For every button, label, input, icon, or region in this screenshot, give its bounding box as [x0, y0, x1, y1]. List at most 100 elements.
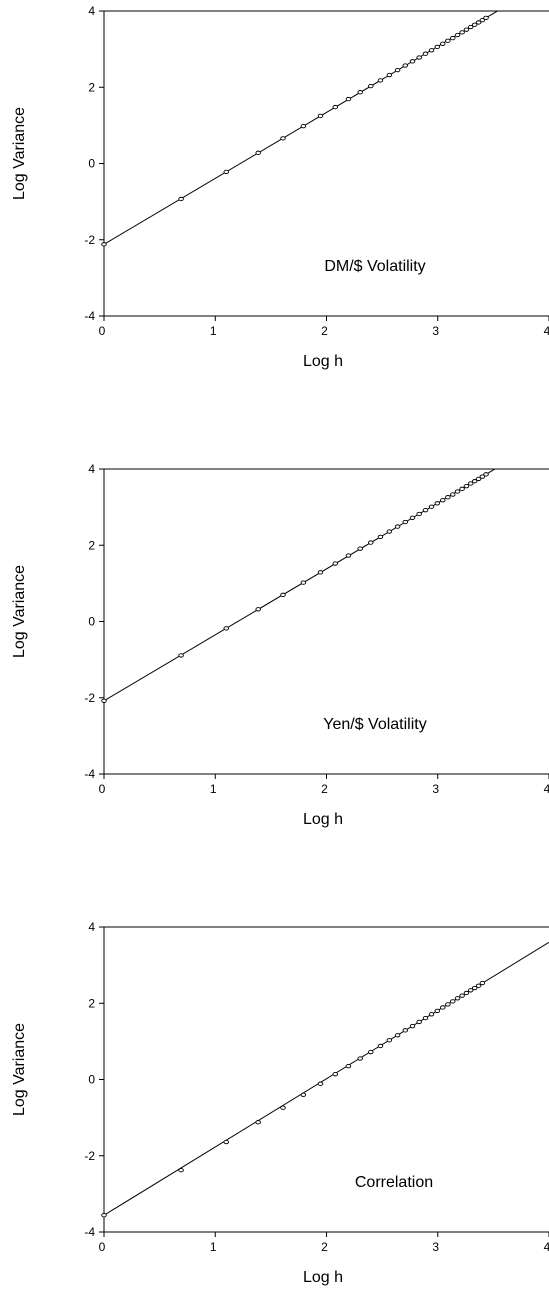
data-point [450, 999, 456, 1004]
data-point [475, 983, 482, 988]
y-tick-label: 2 [88, 996, 95, 1010]
chart-annotation: DM/$ Volatility [324, 258, 425, 275]
data-point [402, 1028, 409, 1033]
y-tick-label: -2 [84, 1149, 95, 1163]
x-tick-label: 3 [432, 782, 439, 796]
chart-annotation: Yen/$ Volatility [323, 716, 426, 733]
data-point [178, 196, 184, 202]
data-point [416, 55, 422, 60]
x-tick-label: 2 [321, 324, 328, 338]
data-point [422, 1015, 429, 1021]
chart-panel-1: 4 2 0 -2 -4 0 1 2 3 4 DM/$ Volatility Log h Log Vari… [11, 4, 549, 370]
y-tick-label: 0 [88, 1073, 95, 1087]
data-point [409, 59, 416, 64]
y-tick-label: 4 [88, 462, 95, 476]
chart-panel-2: 4 2 0 -2 -4 0 1 2 3 4 Yen/$ Volatility Log h Log Var… [11, 462, 549, 828]
data-point [440, 41, 446, 46]
data-point [459, 993, 465, 998]
data-point [255, 607, 261, 612]
y-tick-label: -4 [84, 309, 95, 323]
data-point [300, 1092, 307, 1097]
data-point [467, 481, 474, 486]
x-tick-label: 0 [99, 324, 106, 338]
data-point [394, 67, 401, 73]
data-point [178, 1168, 184, 1173]
data-point [317, 570, 324, 575]
data-point [223, 169, 230, 175]
data-point [300, 123, 307, 129]
data-point [101, 1213, 107, 1218]
y-tick-label: -2 [84, 691, 95, 705]
y-axis-label: Log Variance [11, 1023, 28, 1116]
data-point [483, 472, 489, 477]
y-tick-label: 2 [88, 538, 95, 552]
y-tick-label: 0 [88, 157, 95, 171]
data-point [428, 504, 435, 509]
data-point [394, 1033, 401, 1038]
data-point [332, 104, 339, 110]
data-point [280, 136, 286, 141]
x-tick-label: 4 [544, 324, 549, 338]
data-point [440, 1005, 446, 1010]
data-point [300, 580, 307, 585]
data-point [377, 78, 384, 83]
x-tick-label: 1 [210, 324, 217, 338]
data-point [368, 1049, 374, 1055]
x-tick-label: 1 [210, 782, 217, 796]
y-axis-label: Log Variance [11, 107, 28, 200]
data-point [434, 1008, 441, 1014]
y-tick-label: 2 [88, 80, 95, 94]
data-point [409, 1023, 416, 1029]
data-point [422, 51, 429, 56]
data-point [416, 1019, 422, 1025]
data-point [471, 22, 478, 27]
y-tick-label: 0 [88, 615, 95, 629]
data-point [345, 96, 352, 102]
data-point [467, 24, 474, 30]
data-point [345, 553, 352, 558]
data-point [475, 20, 482, 25]
data-point [178, 653, 184, 658]
data-point [428, 48, 435, 53]
data-point [332, 561, 339, 566]
x-tick-label: 3 [432, 1240, 439, 1254]
x-tick-label: 1 [210, 1240, 217, 1254]
data-point [223, 626, 230, 631]
y-tick-label: -4 [84, 767, 95, 781]
x-tick-label: 4 [544, 782, 549, 796]
data-point [386, 72, 393, 78]
data-point [479, 474, 486, 479]
data-point [377, 534, 384, 540]
y-tick-label: -2 [84, 233, 95, 247]
data-point [463, 484, 470, 489]
data-point [357, 546, 363, 551]
data-point [467, 988, 474, 993]
y-tick-label: 4 [88, 920, 95, 934]
data-point [255, 1120, 261, 1125]
data-point [357, 1056, 363, 1061]
data-point [475, 476, 482, 482]
data-point [416, 511, 422, 517]
data-point [471, 985, 478, 991]
data-point [223, 1139, 230, 1145]
data-point [255, 150, 261, 155]
data-point [394, 524, 401, 529]
x-tick-label: 3 [432, 324, 439, 338]
data-point [402, 63, 409, 68]
data-point [409, 515, 416, 520]
data-point [280, 1105, 286, 1110]
data-point [101, 242, 107, 247]
x-tick-label: 2 [321, 1240, 328, 1254]
data-point [479, 17, 486, 23]
data-point [454, 996, 461, 1001]
data-point [450, 35, 456, 41]
data-point [463, 990, 470, 996]
data-point [402, 519, 409, 525]
x-axis-label: Log h [303, 353, 343, 370]
data-point [386, 529, 393, 534]
data-point [101, 698, 107, 703]
data-point [368, 540, 374, 545]
data-point [317, 113, 324, 118]
data-point [463, 27, 470, 32]
